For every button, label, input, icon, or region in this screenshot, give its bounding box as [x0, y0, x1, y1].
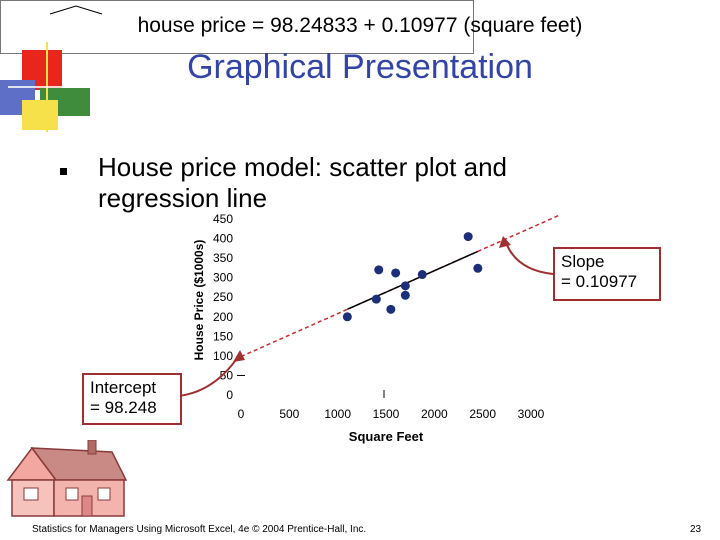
- y-tick-label: 200: [213, 310, 233, 324]
- data-point: [400, 290, 410, 300]
- y-tick-label: 100: [213, 349, 233, 363]
- y-tick-label: 0: [226, 388, 233, 402]
- slope-label: Slope: [561, 252, 605, 271]
- data-point: [400, 281, 410, 291]
- data-point: [417, 270, 427, 280]
- intercept-callout: Intercept = 98.248: [82, 373, 182, 425]
- intercept-arrowhead: [233, 350, 245, 362]
- y-tick-label: 400: [213, 232, 233, 246]
- y-tick-label: 300: [213, 271, 233, 285]
- slide-title: Graphical Presentation: [187, 48, 533, 86]
- regression-extension-line: [240, 214, 561, 358]
- slope-arrowhead: [499, 236, 511, 248]
- footer-citation: Statistics for Managers Using Microsoft …: [32, 524, 367, 535]
- y-tick-label: 150: [213, 329, 233, 343]
- y-axis-label: House Price ($1000s): [192, 240, 206, 361]
- data-point: [473, 263, 483, 273]
- x-tick-label: 500: [279, 407, 299, 421]
- bullet-text: House price model: scatter plot and regr…: [98, 152, 507, 213]
- regression-equation: house price = 98.24833 + 0.10977 (square…: [137, 14, 583, 37]
- data-point: [374, 265, 384, 275]
- intercept-label: Intercept: [90, 378, 157, 397]
- y-tick-label: 450: [213, 212, 233, 226]
- x-tick-label: 1000: [324, 407, 351, 421]
- slope-arrow: [504, 239, 554, 275]
- x-tick-label: 3000: [518, 407, 545, 421]
- house-clipart-icon: [6, 440, 128, 517]
- slope-callout: Slope = 0.10977: [553, 247, 661, 301]
- slope-value: = 0.10977: [561, 272, 638, 291]
- decorative-corner-squares: [0, 0, 110, 140]
- x-tick-label: 1500: [373, 407, 400, 421]
- page-number: 23: [690, 524, 702, 535]
- y-tick-label: 350: [213, 251, 233, 265]
- regression-equation-box: house price = 98.24833 + 0.10977 (square…: [0, 0, 582, 54]
- x-tick-label: 0: [238, 407, 245, 421]
- data-point: [342, 312, 352, 322]
- data-point: [386, 304, 396, 314]
- data-point: [463, 232, 473, 242]
- intercept-value: = 98.248: [90, 398, 157, 417]
- data-point: [371, 294, 381, 304]
- x-axis-label: Square Feet: [349, 429, 424, 444]
- regression-line: [347, 250, 479, 311]
- y-tick-label: 50: [220, 368, 234, 382]
- x-tick-label: 2000: [421, 407, 448, 421]
- data-point: [391, 268, 401, 278]
- bullet-marker: [60, 168, 67, 175]
- x-tick-label: 2500: [469, 407, 496, 421]
- y-tick-label: 250: [213, 290, 233, 304]
- hat-symbol: [49, 5, 103, 15]
